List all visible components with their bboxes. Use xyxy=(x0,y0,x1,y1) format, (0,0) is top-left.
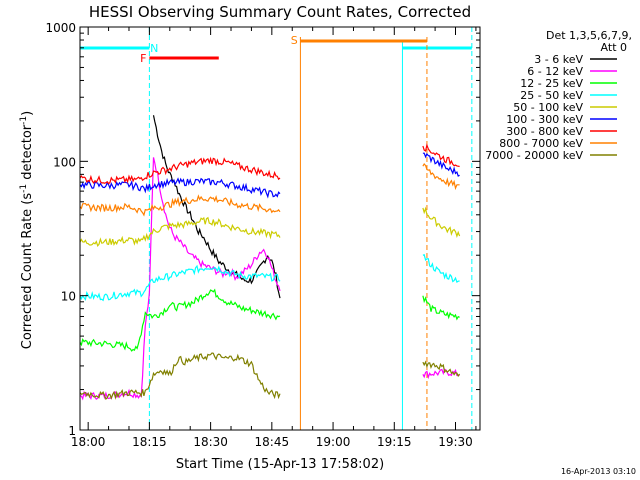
legend-entry-label: 25 - 50 keV xyxy=(520,89,583,102)
legend-entry-label: 6 - 12 keV xyxy=(527,65,583,78)
x-tick-label: 18:45 xyxy=(255,435,290,449)
legend-entry-label: 50 - 100 keV xyxy=(513,101,583,114)
y-tick-label: 10 xyxy=(61,290,76,304)
series-line-3 xyxy=(79,254,460,302)
plot-area: FN S xyxy=(79,27,473,430)
x-tick-label: 18:30 xyxy=(193,435,228,449)
y-tick-label: 1 xyxy=(68,424,76,438)
legend-entry-label: 7000 - 20000 keV xyxy=(485,149,583,162)
y-axis: 1 10 100 1000 xyxy=(45,21,480,438)
x-tick-label: 18:15 xyxy=(132,435,167,449)
series-line-6 xyxy=(79,142,460,185)
footer-datestamp: 16-Apr-2013 03:10 xyxy=(561,467,636,476)
x-tick-label: 19:00 xyxy=(316,435,351,449)
legend-entry-label: 12 - 25 keV xyxy=(520,77,583,90)
x-tick-label: 19:30 xyxy=(438,435,473,449)
series-line-7 xyxy=(79,163,460,217)
series-line-2 xyxy=(79,288,460,352)
series-line-5 xyxy=(79,152,460,199)
annotation-label-S: S xyxy=(291,34,298,47)
x-tick-label: 19:15 xyxy=(377,435,412,449)
x-axis: 18:00 18:15 18:30 18:45 19:00 19:15 19:30 xyxy=(71,27,477,449)
y-tick-label: 1000 xyxy=(45,21,76,35)
x-axis-label: Start Time (15-Apr-13 17:58:02) xyxy=(176,457,384,472)
chart-title: HESSI Observing Summary Count Rates, Cor… xyxy=(89,3,471,21)
annotation-label-F: F xyxy=(140,52,146,65)
plot-frame xyxy=(79,26,481,431)
series-line-4 xyxy=(79,206,461,248)
legend-entry-label: 300 - 800 keV xyxy=(506,125,583,138)
y-tick-label: 100 xyxy=(53,155,76,169)
annotation-label-N: N xyxy=(150,42,158,55)
legend-entry-label: 800 - 7000 keV xyxy=(499,137,583,150)
y-axis-label: Corrected Count Rate (s-1 detector-1) xyxy=(19,111,35,349)
x-tick-label: 18:00 xyxy=(71,435,106,449)
legend-header-line-2: Att 0 xyxy=(601,41,627,54)
legend-entry-label: 3 - 6 keV xyxy=(534,53,583,66)
legend-entry-label: 100 - 300 keV xyxy=(506,113,583,126)
legend-header-line-1: Det 1,3,5,6,7,9, xyxy=(546,29,632,42)
series-line-8 xyxy=(79,352,461,401)
